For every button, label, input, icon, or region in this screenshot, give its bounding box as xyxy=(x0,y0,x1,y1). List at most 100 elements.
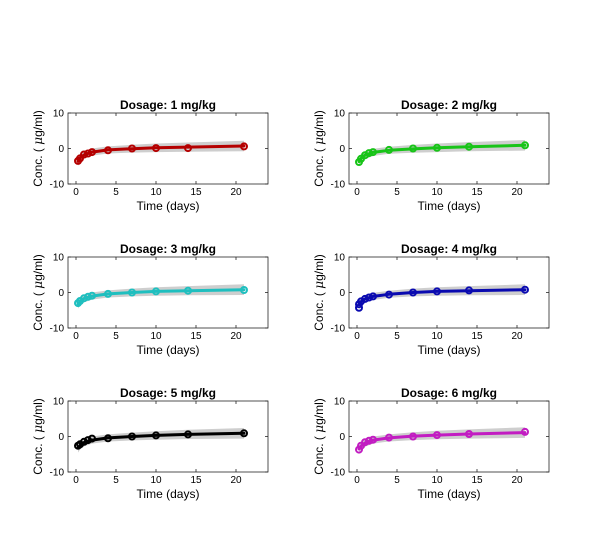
x-tick-label: 0 xyxy=(73,475,79,486)
subplot-4: 0 5 10 15 20 -10 0 10 Dosage: 4 mg/kg Time (days)… xyxy=(312,242,550,357)
x-tick-label: 10 xyxy=(150,187,162,198)
x-tick-label: 10 xyxy=(431,187,443,198)
y-tick-label: 0 xyxy=(339,432,345,443)
x-tick-label: 15 xyxy=(471,475,483,486)
x-tick-label: 10 xyxy=(150,331,162,342)
data-point xyxy=(84,292,92,301)
data-point xyxy=(433,431,441,440)
data-point xyxy=(128,432,136,441)
x-axis-label: Time (days) xyxy=(137,199,200,213)
data-point xyxy=(433,287,441,296)
y-axis-label: Conc. ( μg/ml) xyxy=(312,398,326,475)
subplot-1: 0 5 10 15 20 -10 0 10 Dosage: 1 mg/kg Time (days)… xyxy=(31,98,269,213)
subplot-6: 0 5 10 15 20 -10 0 10 Dosage: 6 mg/kg Time (days)… xyxy=(312,386,550,501)
y-tick-label: -10 xyxy=(50,180,65,191)
data-point xyxy=(369,292,377,301)
x-tick-label: 5 xyxy=(113,187,119,198)
data-point xyxy=(88,148,96,157)
y-label-suffix: g/ml) xyxy=(31,398,45,425)
data-point xyxy=(104,289,112,298)
data-point xyxy=(369,435,377,444)
y-label-prefix: Conc. ( xyxy=(31,433,45,475)
data-point xyxy=(409,288,417,297)
subplot-3: 0 5 10 15 20 -10 0 10 Dosage: 3 mg/kg Time (days)… xyxy=(31,242,269,357)
y-tick-label: 0 xyxy=(58,432,64,443)
y-label-suffix: g/ml) xyxy=(31,254,45,281)
x-tick-label: 15 xyxy=(190,331,202,342)
y-label-prefix: Conc. ( xyxy=(312,289,326,331)
data-point xyxy=(76,154,84,163)
y-label-mu: μ xyxy=(312,137,326,145)
data-point xyxy=(385,433,393,442)
y-label-mu: μ xyxy=(312,281,326,289)
y-label-suffix: g/ml) xyxy=(312,254,326,281)
subplot-title: Dosage: 4 mg/kg xyxy=(401,242,497,256)
y-axis-label: Conc. ( μg/ml) xyxy=(31,110,45,187)
x-tick-label: 20 xyxy=(511,331,523,342)
y-label-prefix: Conc. ( xyxy=(312,433,326,475)
data-point xyxy=(128,288,136,297)
data-point xyxy=(409,144,417,153)
x-tick-label: 5 xyxy=(394,475,400,486)
x-tick-label: 0 xyxy=(354,331,360,342)
subplot-title: Dosage: 6 mg/kg xyxy=(401,386,497,400)
x-tick-label: 15 xyxy=(190,187,202,198)
data-point xyxy=(80,437,88,446)
subplot-title: Dosage: 3 mg/kg xyxy=(120,242,216,256)
x-axis-label: Time (days) xyxy=(137,343,200,357)
x-tick-label: 15 xyxy=(190,475,202,486)
subplot-2: 0 5 10 15 20 -10 0 10 Dosage: 2 mg/kg Time (days)… xyxy=(312,98,550,213)
x-tick-label: 0 xyxy=(354,475,360,486)
x-tick-label: 0 xyxy=(73,331,79,342)
data-point xyxy=(433,143,441,152)
data-point xyxy=(385,145,393,154)
x-tick-label: 0 xyxy=(73,187,79,198)
data-point xyxy=(88,434,96,443)
x-tick-label: 20 xyxy=(511,475,523,486)
data-point xyxy=(84,149,92,158)
data-point xyxy=(361,438,369,447)
y-tick-label: 10 xyxy=(334,253,346,264)
y-tick-label: 10 xyxy=(53,253,65,264)
data-point xyxy=(104,146,112,155)
data-point xyxy=(369,148,377,157)
y-tick-label: 10 xyxy=(334,397,346,408)
y-axis-label: Conc. ( μg/ml) xyxy=(312,254,326,331)
y-label-suffix: g/ml) xyxy=(312,110,326,137)
y-axis-label: Conc. ( μg/ml) xyxy=(31,398,45,475)
subplot-title: Dosage: 5 mg/kg xyxy=(120,386,216,400)
y-tick-label: -10 xyxy=(331,324,346,335)
data-point xyxy=(521,427,529,436)
y-label-mu: μ xyxy=(31,281,45,289)
data-point xyxy=(409,432,417,441)
y-tick-label: 0 xyxy=(339,288,345,299)
data-point xyxy=(184,286,192,295)
data-point xyxy=(88,291,96,300)
confidence-band xyxy=(78,140,244,166)
y-label-suffix: g/ml) xyxy=(312,398,326,425)
x-tick-label: 5 xyxy=(113,475,119,486)
x-tick-label: 10 xyxy=(431,475,443,486)
y-tick-label: -10 xyxy=(331,180,346,191)
x-tick-label: 5 xyxy=(394,187,400,198)
data-point xyxy=(184,144,192,153)
y-label-prefix: Conc. ( xyxy=(312,145,326,187)
y-tick-label: -10 xyxy=(331,468,346,479)
data-point xyxy=(104,434,112,443)
data-point xyxy=(365,293,373,302)
y-label-mu: μ xyxy=(312,425,326,433)
data-point xyxy=(361,294,369,303)
confidence-band xyxy=(359,427,525,454)
subplot-5: 0 5 10 15 20 -10 0 10 Dosage: 5 mg/kg Time (days)… xyxy=(31,386,269,501)
y-tick-label: -10 xyxy=(50,324,65,335)
x-tick-label: 15 xyxy=(471,187,483,198)
x-tick-label: 20 xyxy=(511,187,523,198)
y-tick-label: 0 xyxy=(58,144,64,155)
x-axis-label: Time (days) xyxy=(418,343,481,357)
data-point xyxy=(152,144,160,153)
x-axis-label: Time (days) xyxy=(137,487,200,501)
confidence-band xyxy=(78,428,244,453)
data-point xyxy=(385,290,393,299)
y-tick-label: 10 xyxy=(53,109,65,120)
